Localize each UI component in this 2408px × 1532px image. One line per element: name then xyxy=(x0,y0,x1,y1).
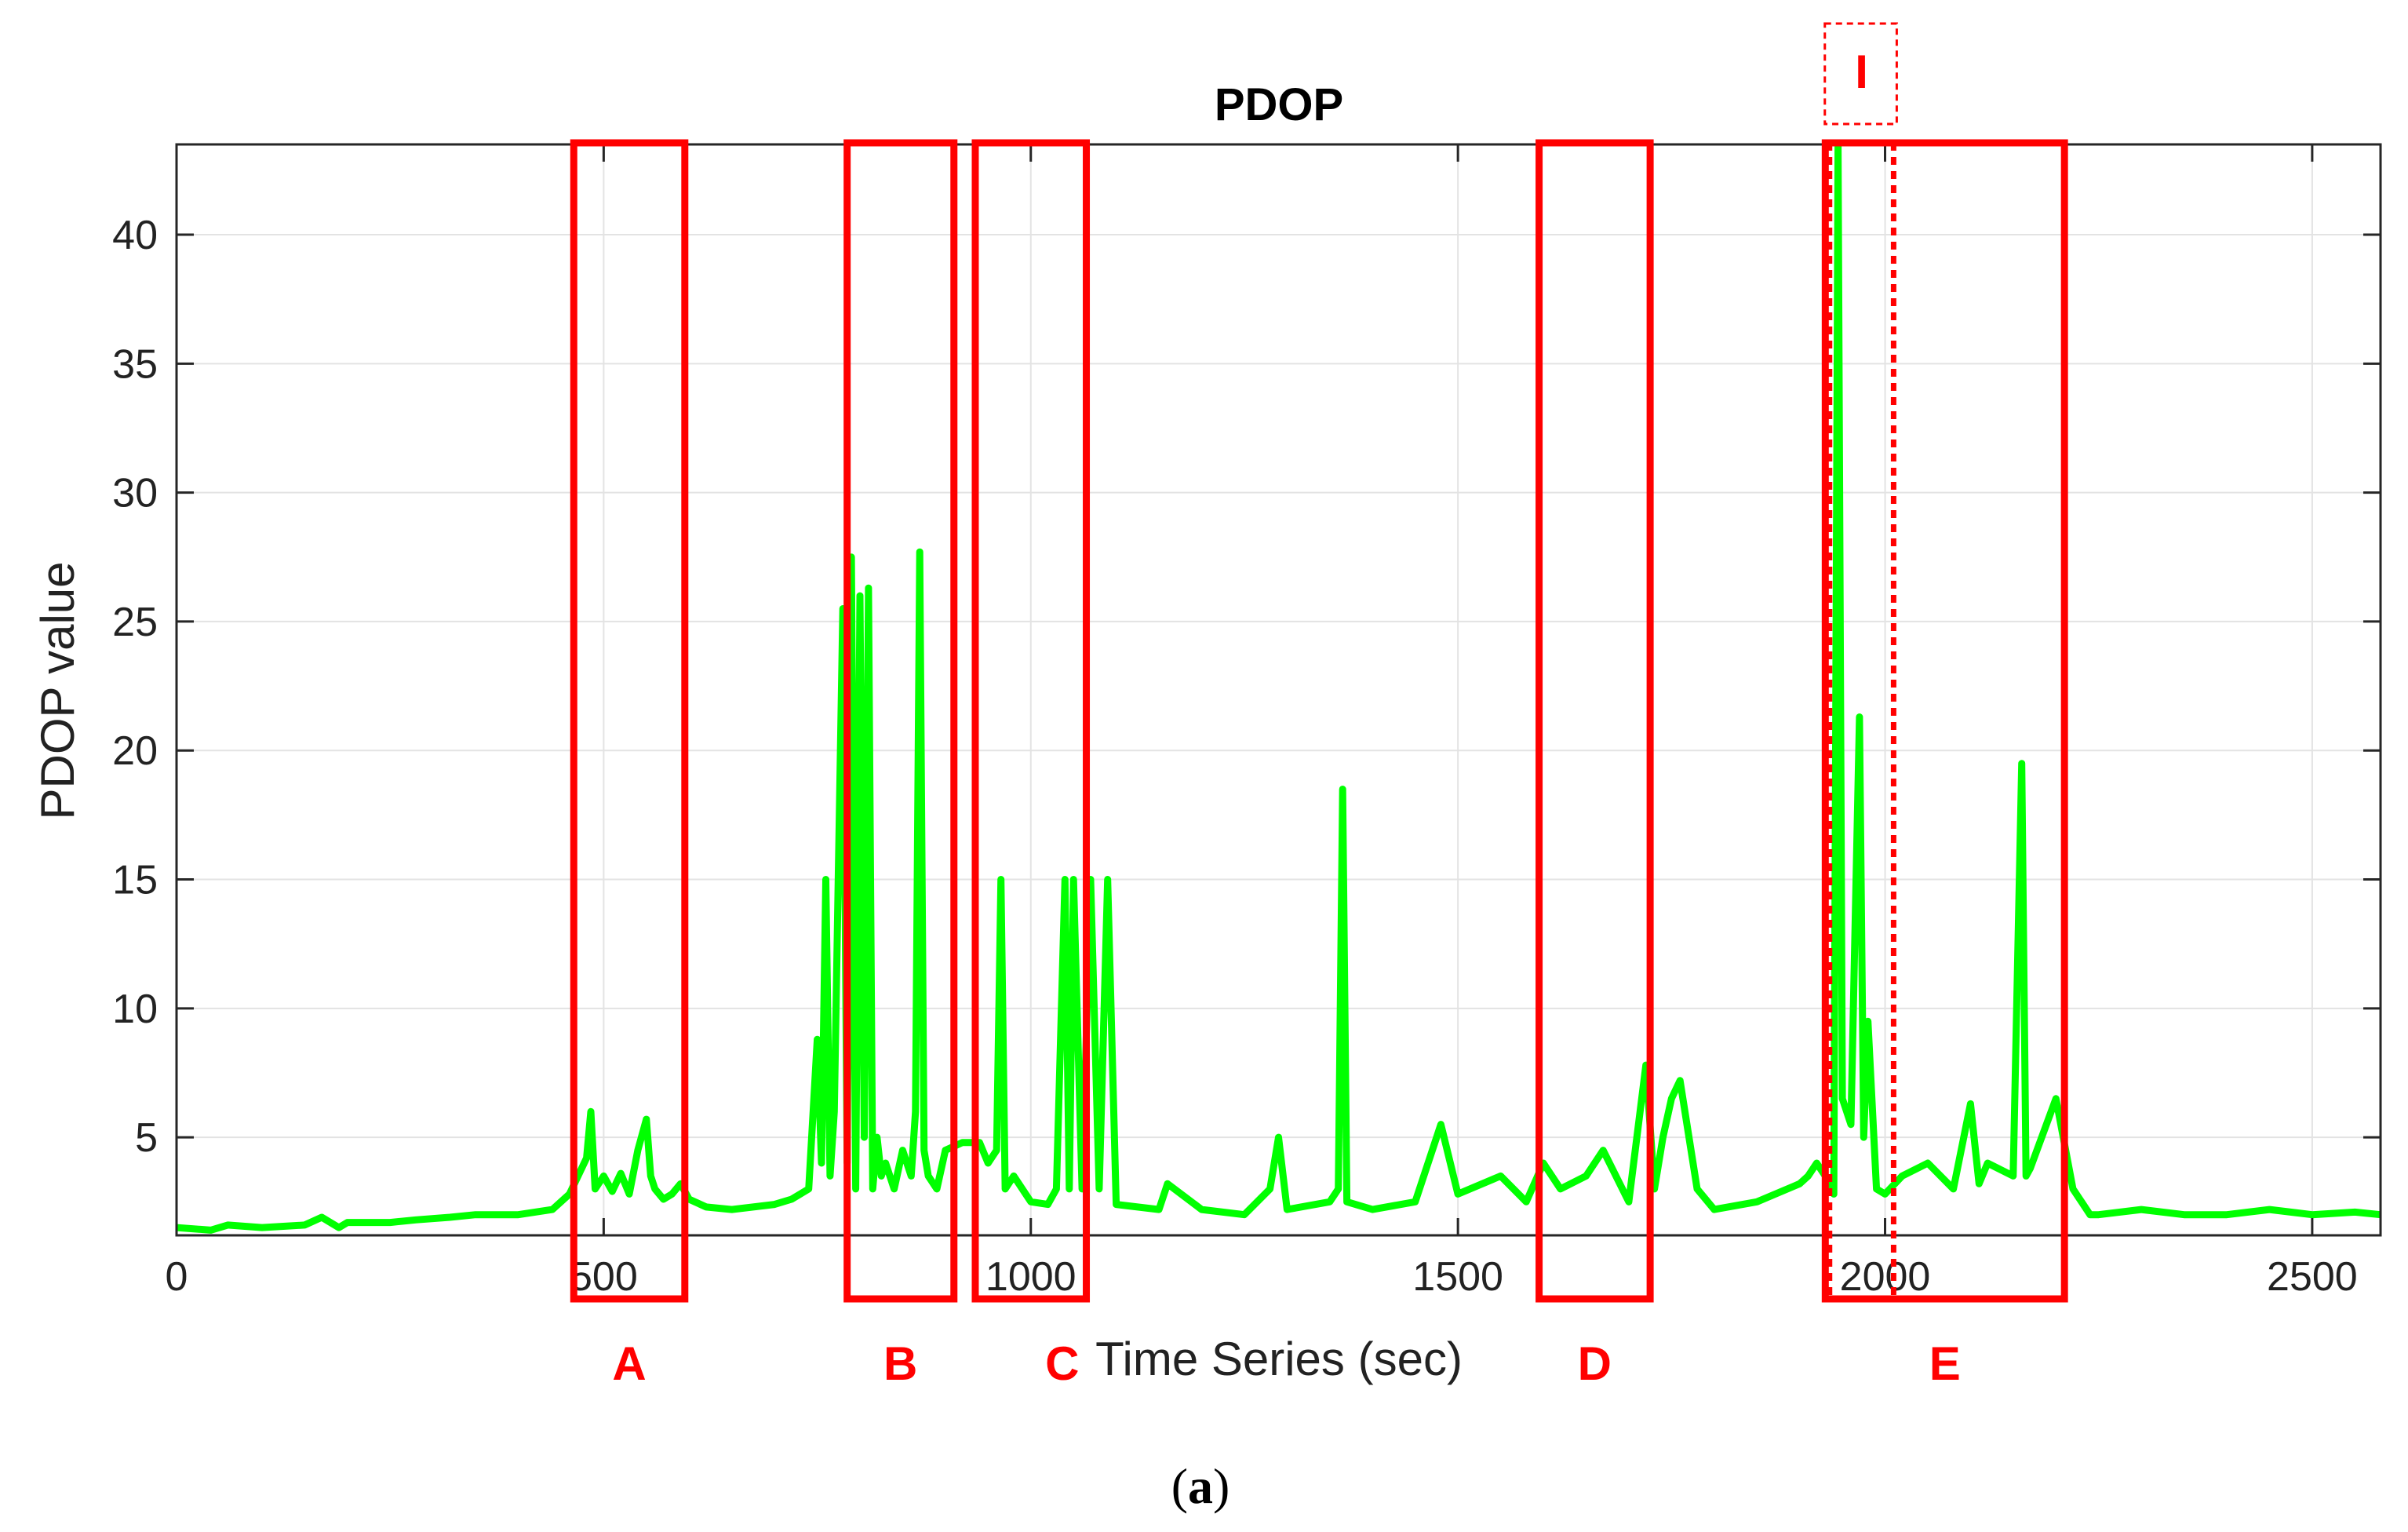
y-tick-label: 5 xyxy=(135,1115,158,1161)
y-tick-label: 20 xyxy=(112,728,158,774)
caption-open: ( xyxy=(1171,1458,1188,1514)
caption-letter: a xyxy=(1188,1458,1213,1514)
region-label-b: B xyxy=(883,1337,917,1390)
x-axis-label: Time Series (sec) xyxy=(1095,1333,1463,1385)
x-tick-label: 2500 xyxy=(2267,1254,2358,1300)
interval-label: I xyxy=(1855,46,1868,98)
x-tick-label: 1500 xyxy=(1412,1254,1503,1300)
series-layer xyxy=(176,140,2381,1234)
region-label-e: E xyxy=(1929,1337,1961,1390)
pdop-series-line xyxy=(176,140,2381,1234)
interval-label-box xyxy=(1823,22,1898,126)
region-label-d: D xyxy=(1578,1337,1612,1390)
y-tick-label: 25 xyxy=(112,600,158,645)
x-tick-label: 2000 xyxy=(1840,1254,1931,1300)
plot-frame xyxy=(175,143,2382,1237)
x-tick-label: 500 xyxy=(570,1254,638,1300)
x-tick-label: 1000 xyxy=(985,1254,1076,1300)
y-tick-label: 30 xyxy=(112,471,158,516)
tick-marks xyxy=(175,144,2381,1235)
x-tick-label: 0 xyxy=(166,1254,188,1300)
region-box-a xyxy=(570,139,689,1303)
region-box-b xyxy=(843,139,958,1303)
region-box-d xyxy=(1536,139,1654,1303)
tick-labels: 0 500 1000 1500 2000 2500 5 10 15 20 25 30 35 40 xyxy=(112,213,2358,1300)
region-box-e xyxy=(1821,139,2068,1303)
caption-close: ) xyxy=(1213,1458,1230,1514)
plot-area xyxy=(177,144,2381,1235)
y-tick-label: 35 xyxy=(112,341,158,387)
region-label-a: A xyxy=(612,1337,646,1390)
y-tick-label: 10 xyxy=(112,987,158,1032)
chart-title: PDOP xyxy=(1215,79,1343,130)
figure-caption: (a) xyxy=(1171,1458,1230,1514)
y-tick-label: 40 xyxy=(112,213,158,258)
y-axis-label: PDOP value xyxy=(31,561,84,819)
region-box-c xyxy=(971,139,1091,1303)
region-label-c: C xyxy=(1045,1337,1079,1390)
y-tick-label: 15 xyxy=(112,858,158,903)
region-annotations: A B C D E I xyxy=(570,22,2068,1390)
